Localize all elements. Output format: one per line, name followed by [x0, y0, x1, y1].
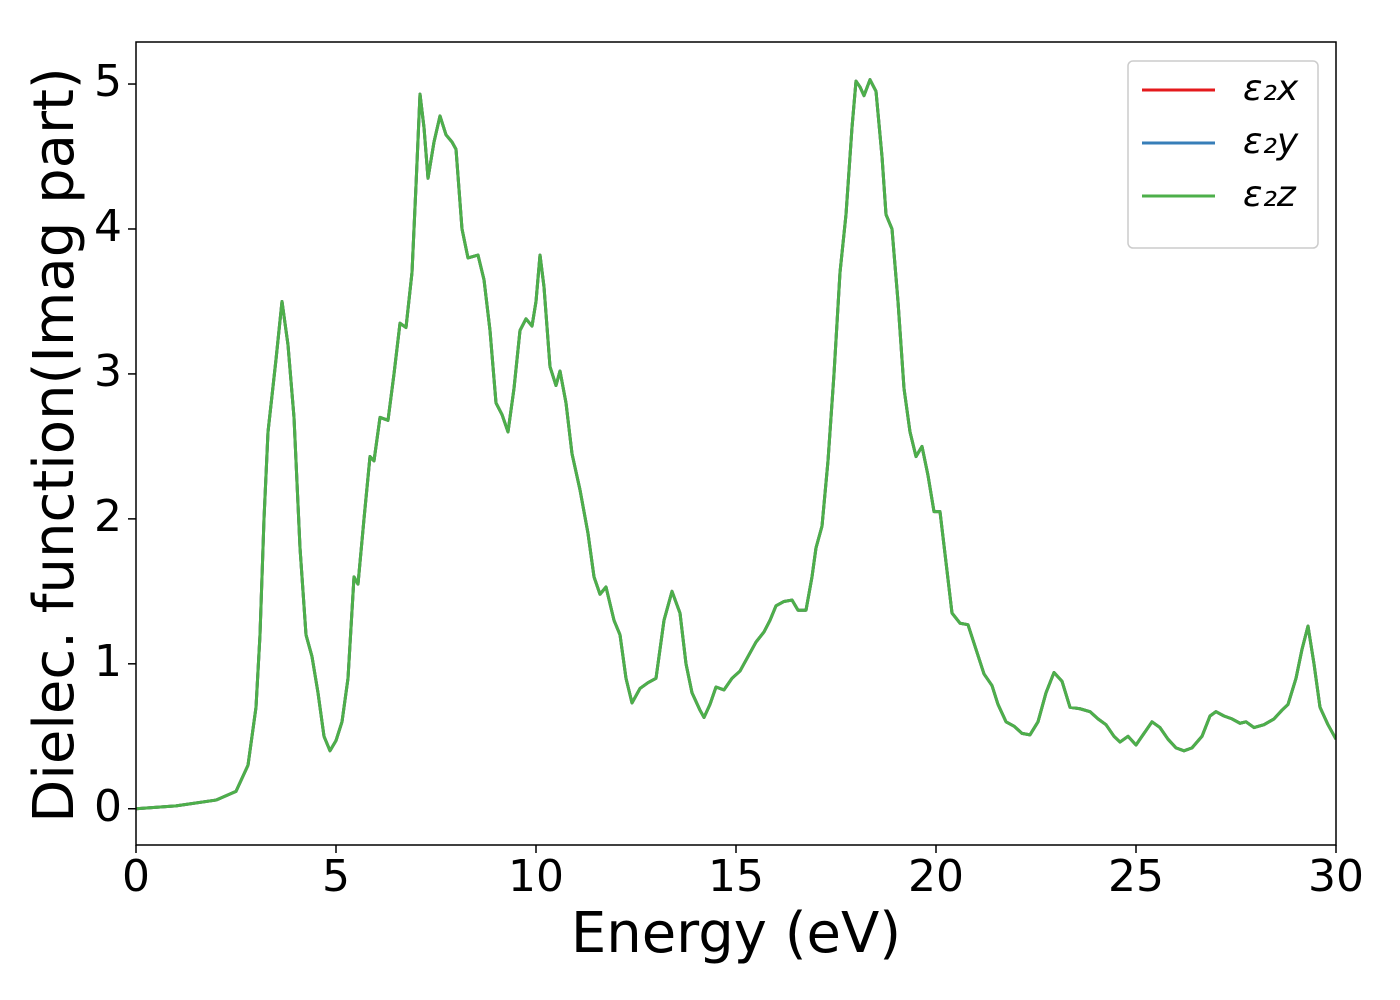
plot-frame	[135, 41, 1337, 846]
x-tick-label: 15	[708, 851, 764, 902]
legend-label: ε₂x	[1243, 68, 1299, 109]
legend-label: ε₂y	[1243, 121, 1299, 162]
x-tick-label: 10	[508, 851, 564, 902]
y-tick-label: 4	[94, 201, 122, 252]
x-axis-label: Energy (eV)	[571, 901, 901, 966]
x-tick-label: 30	[1308, 851, 1364, 902]
x-tick-label: 5	[322, 851, 350, 902]
y-tick-label: 3	[94, 346, 122, 397]
y-tick-label: 0	[94, 781, 122, 832]
legend-box	[1127, 60, 1319, 249]
x-tick-label: 25	[1108, 851, 1164, 902]
legend-label: ε₂z	[1243, 174, 1297, 215]
y-tick-label: 1	[94, 636, 122, 687]
x-tick-label: 20	[908, 851, 964, 902]
series-line	[136, 78, 1336, 811]
x-tick-label: 0	[122, 851, 150, 902]
y-tick-label: 5	[94, 56, 122, 107]
y-tick-label: 2	[94, 491, 122, 542]
y-axis-label: Dielec. function(Imag part)	[22, 67, 87, 823]
